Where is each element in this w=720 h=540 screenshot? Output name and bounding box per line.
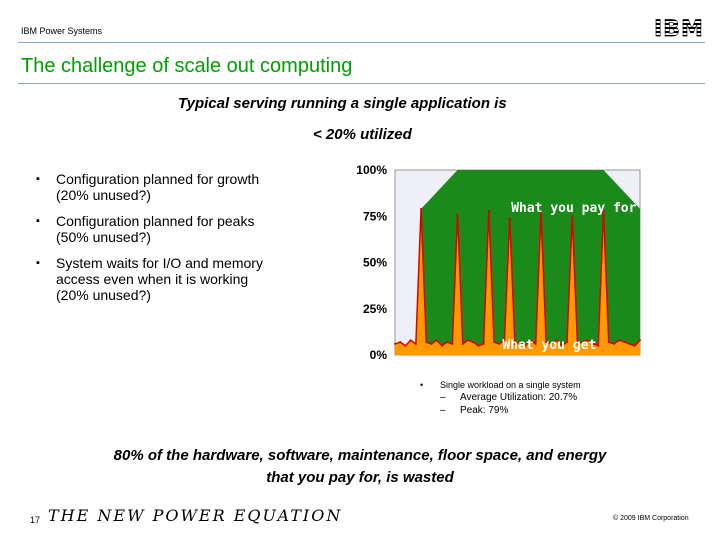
conclusion-line-1: 80% of the hardware, software, maintenan… — [113, 447, 607, 464]
utilization-point — [560, 344, 563, 347]
square-bullet-icon: ▪ — [36, 257, 40, 269]
note-peak: Peak: 79% — [460, 405, 509, 416]
annotation-paid: What you pay for — [511, 201, 636, 216]
utilization-point — [451, 342, 454, 345]
utilization-point — [498, 342, 501, 345]
bullet-item: ▪ Configuration planned for growth (20% … — [36, 171, 306, 203]
y-tick-label: 50% — [363, 256, 387, 270]
title-divider — [18, 83, 705, 84]
utilization-point — [534, 342, 537, 345]
dash-bullet-icon: – — [440, 392, 446, 403]
utilization-point — [581, 341, 584, 344]
utilization-point — [519, 341, 522, 344]
utilization-point — [539, 211, 542, 214]
utilization-point — [602, 209, 605, 212]
utilization-point — [404, 344, 407, 347]
utilization-point — [639, 339, 641, 342]
chart-notes: • Single workload on a single system – A… — [420, 380, 581, 416]
brand-logo: THE NEW POWER EQUATION — [48, 506, 343, 525]
bullet-text: Configuration planned for peaks — [56, 213, 255, 229]
utilization-point — [414, 342, 417, 345]
y-tick-label: 100% — [356, 163, 387, 177]
conclusion: 80% of the hardware, software, maintenan… — [40, 445, 680, 489]
utilization-point — [461, 342, 464, 345]
utilization-point — [487, 209, 490, 212]
header-label: IBM Power Systems — [21, 26, 103, 36]
utilization-point — [482, 342, 485, 345]
annotation-got: What you get — [502, 338, 596, 353]
conclusion-line-2: that you pay for, is wasted — [266, 469, 454, 486]
utilization-point — [472, 341, 475, 344]
utilization-point — [394, 342, 396, 345]
utilization-point — [493, 341, 496, 344]
utilization-point — [446, 341, 449, 344]
bullet-item: ▪ Configuration planned for peaks (50% u… — [36, 213, 306, 245]
utilization-point — [430, 342, 433, 345]
bullet-item: ▪ System waits for I/O and memory access… — [36, 255, 306, 303]
utilization-point — [456, 213, 459, 216]
y-tick-label: 25% — [363, 302, 387, 316]
utilization-point — [420, 207, 423, 210]
dash-bullet-icon: – — [440, 405, 446, 416]
bullet-text: access even when it is working — [56, 271, 249, 287]
utilization-point — [440, 344, 443, 347]
y-tick-label: 75% — [363, 209, 387, 223]
square-bullet-icon: ▪ — [36, 215, 40, 227]
utilization-line — [394, 208, 641, 347]
used-area — [395, 208, 640, 355]
utilization-point — [566, 341, 569, 344]
utilization-point — [623, 341, 626, 344]
header-divider — [18, 42, 705, 43]
bullet-text: Configuration planned for growth — [56, 171, 260, 187]
utilization-point — [508, 217, 511, 220]
utilization-point — [435, 339, 438, 342]
y-tick-label: 0% — [370, 348, 388, 362]
bullet-text: (20% unused?) — [56, 287, 151, 303]
utilization-point — [529, 339, 532, 342]
square-bullet-icon: ▪ — [36, 173, 40, 185]
utilization-point — [409, 339, 412, 342]
utilization-point — [524, 344, 527, 347]
bullet-list: ▪ Configuration planned for growth (20% … — [36, 171, 306, 313]
utilization-point — [586, 339, 589, 342]
utilization-point — [550, 342, 553, 345]
utilization-point — [628, 342, 631, 345]
utilization-point — [612, 342, 615, 345]
utilization-point — [592, 342, 595, 345]
utilization-chart: 100% 75% 50% 25% 0% What you pay for What you … — [356, 163, 641, 362]
utilization-point — [607, 341, 610, 344]
utilization-point — [576, 342, 579, 345]
utilization-point — [399, 341, 402, 344]
note-average: Average Utilization: 20.7% — [460, 392, 578, 403]
utilization-point — [513, 342, 516, 345]
utilization-point — [571, 215, 574, 218]
utilization-point — [633, 344, 636, 347]
copyright: © 2009 IBM Corporation — [613, 515, 689, 522]
utilization-point — [597, 344, 600, 347]
bullet-text: (50% unused?) — [56, 229, 151, 245]
subtitle-line-1: Typical serving running a single applica… — [178, 95, 507, 112]
utilization-point — [618, 339, 621, 342]
paid-capacity-area — [421, 170, 640, 355]
note-text: Single workload on a single system — [440, 380, 581, 390]
utilization-point — [425, 341, 428, 344]
utilization-point — [545, 341, 548, 344]
bullet-text: System waits for I/O and memory — [56, 255, 263, 271]
utilization-point — [466, 339, 469, 342]
utilization-point — [503, 339, 506, 342]
bullet-text: (20% unused?) — [56, 187, 151, 203]
ibm-logo: IBM — [654, 17, 704, 43]
slide-title: The challenge of scale out computing — [21, 55, 353, 77]
subtitle-line-2: < 20% utilized — [313, 126, 412, 143]
utilization-point — [555, 339, 558, 342]
page-number: 17 — [30, 515, 41, 525]
utilization-point — [477, 344, 480, 347]
round-bullet-icon: • — [420, 380, 424, 390]
